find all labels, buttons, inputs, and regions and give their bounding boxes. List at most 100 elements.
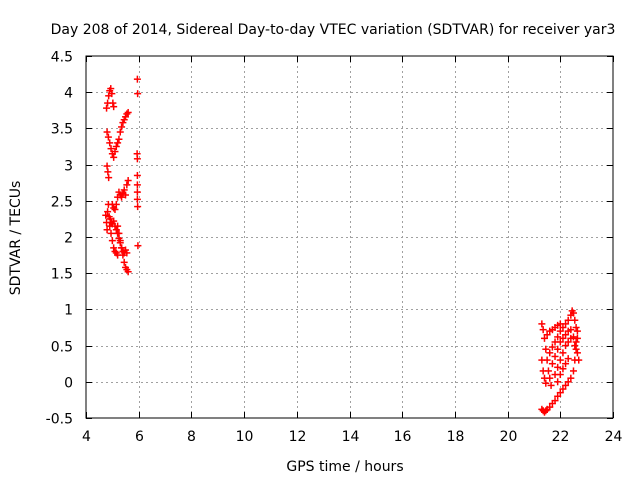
- data-point: [118, 193, 126, 201]
- data-point: [103, 104, 111, 112]
- data-point: [573, 327, 581, 335]
- data-point: [116, 128, 124, 136]
- data-point: [104, 133, 112, 141]
- data-point: [569, 367, 577, 375]
- data-point: [107, 229, 115, 237]
- x-tick-label: 14: [342, 429, 360, 445]
- data-point: [118, 244, 126, 252]
- data-point: [562, 331, 570, 339]
- data-point: [556, 320, 564, 328]
- data-point: [133, 75, 141, 83]
- y-tick-label: 4: [64, 86, 73, 102]
- data-point: [107, 85, 115, 93]
- data-point: [108, 237, 116, 245]
- y-tick-label: 1.5: [51, 267, 73, 283]
- data-point: [573, 334, 581, 342]
- data-point: [122, 191, 130, 199]
- data-point: [123, 249, 131, 257]
- data-point: [571, 316, 579, 324]
- data-point: [123, 181, 131, 189]
- data-point: [108, 90, 116, 98]
- y-tick-label: -0.5: [46, 412, 73, 428]
- data-point: [123, 110, 131, 118]
- data-point: [575, 356, 583, 364]
- chart-title: Day 208 of 2014, Sidereal Day-to-day VTE…: [51, 22, 616, 38]
- x-tick-label: 22: [552, 429, 570, 445]
- data-point: [124, 108, 132, 116]
- x-tick-label: 20: [500, 429, 518, 445]
- data-point: [554, 333, 562, 341]
- data-point: [556, 356, 564, 364]
- data-point: [556, 389, 564, 397]
- data-point: [559, 349, 567, 357]
- data-point: [114, 222, 122, 230]
- data-point: [104, 208, 112, 216]
- data-point: [538, 356, 546, 364]
- data-point: [112, 143, 120, 150]
- data-point: [572, 338, 580, 346]
- data-point: [548, 343, 556, 351]
- data-point: [551, 397, 559, 405]
- data-point: [103, 162, 111, 170]
- data-point: [542, 407, 550, 415]
- data-point: [556, 338, 564, 346]
- data-point: [115, 229, 123, 237]
- x-tick-label: 12: [289, 429, 307, 445]
- data-point: [564, 316, 572, 324]
- data-point: [106, 139, 114, 147]
- data-point: [551, 352, 559, 360]
- data-point: [562, 360, 570, 368]
- ticks: 4 6 8 10 12 14 16 18 20 22 24 -0.5 0 0.5 1 1.5 2 2.5 3 3.5 4…: [46, 50, 623, 446]
- data-point: [134, 90, 142, 98]
- data-point: [110, 244, 118, 252]
- data-point: [111, 148, 119, 156]
- data-point: [546, 349, 554, 357]
- plot-frame: [85, 55, 614, 419]
- data-point: [104, 168, 112, 176]
- data-point: [133, 181, 141, 189]
- y-axis-label: SDTVAR / TECUs: [8, 181, 24, 296]
- data-point: [540, 334, 548, 342]
- data-point: [543, 331, 551, 339]
- data-point: [562, 381, 570, 389]
- y-tick-label: 3: [64, 159, 73, 175]
- data-point: [103, 226, 111, 234]
- data-point: [562, 342, 570, 350]
- data-point: [573, 349, 581, 357]
- x-tick-label: 24: [605, 429, 623, 445]
- data-point: [556, 327, 564, 335]
- data-point: [569, 333, 577, 341]
- data-point: [109, 99, 117, 107]
- y-tick-label: 1: [64, 303, 73, 319]
- y-tick-label: 3.5: [51, 122, 73, 138]
- data-point: [133, 195, 141, 203]
- data-point: [112, 200, 120, 208]
- data-point: [114, 139, 122, 147]
- data-point: [539, 326, 547, 334]
- data-point: [559, 385, 567, 393]
- data-point: [559, 365, 567, 373]
- data-point: [542, 379, 550, 387]
- data-point: [120, 258, 128, 266]
- data-point: [134, 203, 142, 211]
- y-tick-label: 0: [64, 376, 73, 392]
- data-point: [569, 309, 577, 317]
- data-point: [564, 378, 572, 386]
- y-tick-label: 0.5: [51, 340, 73, 356]
- data-point: [540, 374, 548, 382]
- data-point: [110, 103, 118, 111]
- data-point: [124, 268, 132, 276]
- data-point: [542, 345, 550, 353]
- data-point: [110, 153, 118, 161]
- data-point: [118, 123, 126, 131]
- y-tick-label: 4.5: [51, 50, 73, 66]
- x-tick-label: 16: [394, 429, 412, 445]
- data-point: [539, 367, 547, 375]
- grid: [86, 56, 613, 418]
- data-point: [133, 188, 141, 196]
- data-point: [547, 381, 555, 389]
- data-point: [112, 226, 120, 234]
- data-point: [554, 363, 562, 371]
- data-point: [103, 128, 111, 136]
